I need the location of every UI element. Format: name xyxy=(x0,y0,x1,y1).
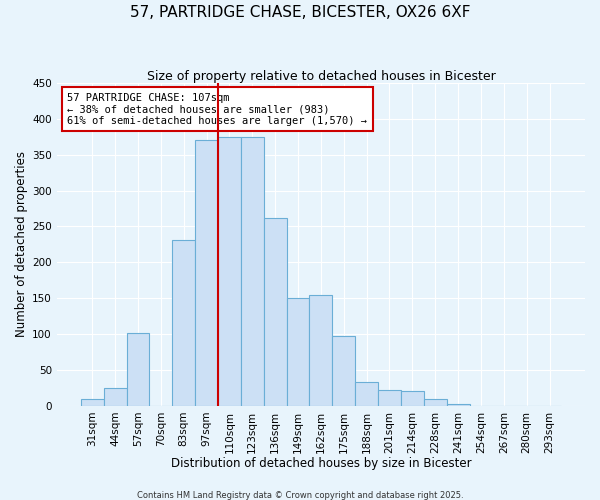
Bar xyxy=(172,240,195,406)
Bar xyxy=(310,294,332,406)
Bar xyxy=(127,332,149,406)
Bar xyxy=(287,298,310,406)
Bar xyxy=(332,336,355,406)
Title: Size of property relative to detached houses in Bicester: Size of property relative to detached ho… xyxy=(146,70,495,83)
Text: 57 PARTRIDGE CHASE: 107sqm
← 38% of detached houses are smaller (983)
61% of sem: 57 PARTRIDGE CHASE: 107sqm ← 38% of deta… xyxy=(67,92,367,126)
Y-axis label: Number of detached properties: Number of detached properties xyxy=(15,152,28,338)
Bar xyxy=(241,137,264,406)
Bar xyxy=(446,404,470,406)
Bar xyxy=(81,398,104,406)
Text: 57, PARTRIDGE CHASE, BICESTER, OX26 6XF: 57, PARTRIDGE CHASE, BICESTER, OX26 6XF xyxy=(130,5,470,20)
Bar xyxy=(424,398,446,406)
Bar xyxy=(401,391,424,406)
Bar xyxy=(104,388,127,406)
Bar xyxy=(355,382,378,406)
Bar xyxy=(218,137,241,406)
Bar xyxy=(264,218,287,406)
Bar xyxy=(195,140,218,406)
Text: Contains HM Land Registry data © Crown copyright and database right 2025.: Contains HM Land Registry data © Crown c… xyxy=(137,490,463,500)
Bar xyxy=(378,390,401,406)
X-axis label: Distribution of detached houses by size in Bicester: Distribution of detached houses by size … xyxy=(170,457,471,470)
